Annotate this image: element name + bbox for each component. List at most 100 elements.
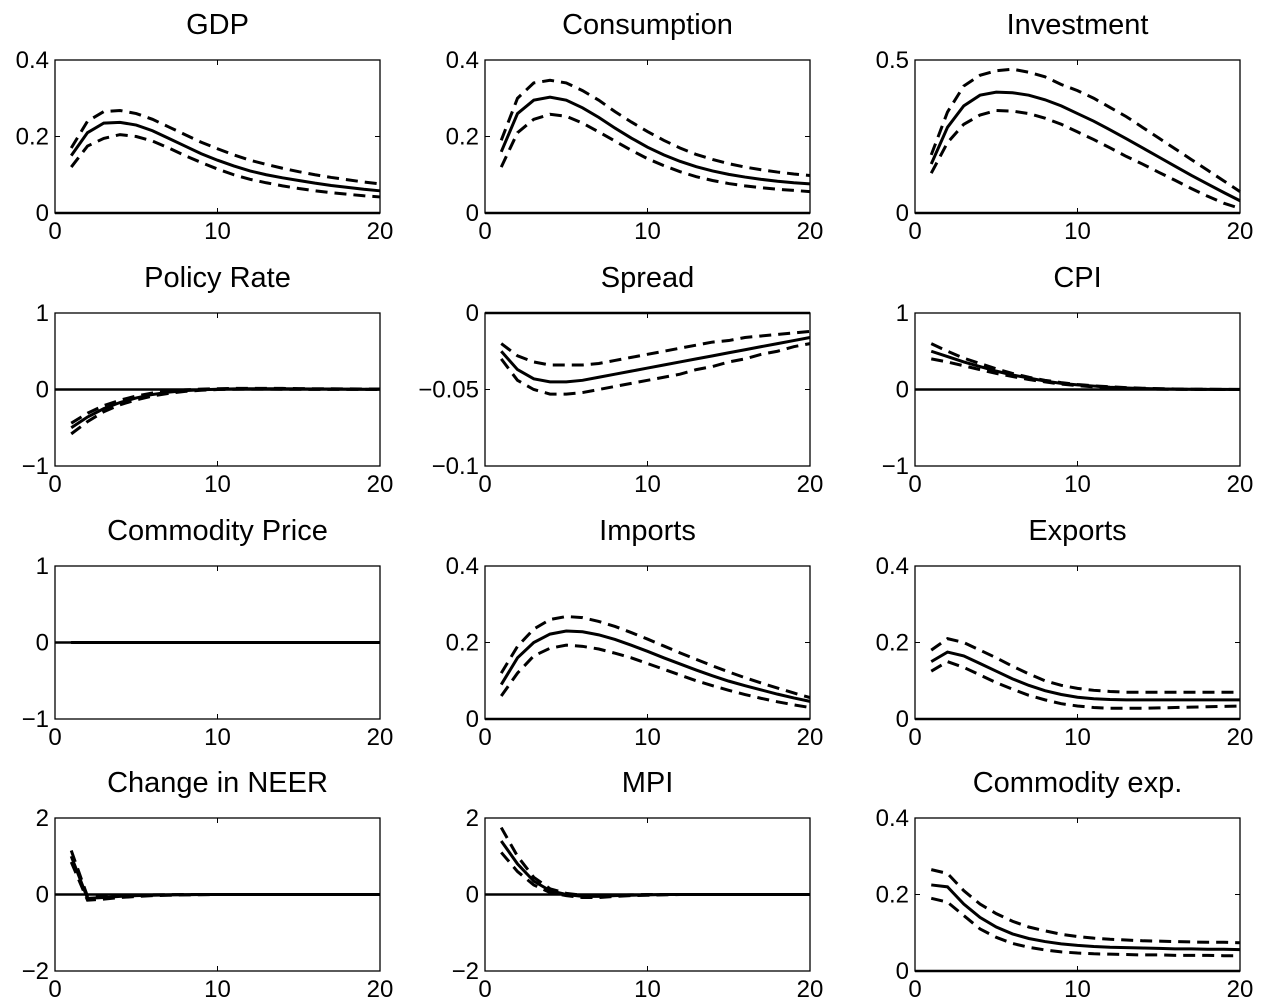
y-tick-label: 0.2 bbox=[446, 630, 479, 657]
y-tick-label: 0 bbox=[466, 706, 479, 733]
x-tick-label: 10 bbox=[1064, 218, 1091, 245]
panel-title: Commodity exp. bbox=[973, 767, 1183, 799]
series-line bbox=[929, 67, 1241, 193]
y-tick-label: 0.4 bbox=[876, 805, 909, 832]
series-line bbox=[500, 329, 811, 367]
panel-title: Spread bbox=[601, 262, 695, 294]
x-tick-label: 10 bbox=[634, 218, 661, 245]
panel-title: Exports bbox=[1028, 515, 1126, 547]
x-tick-label: 0 bbox=[478, 471, 491, 498]
y-tick-label: 0 bbox=[36, 630, 49, 657]
x-tick-label: 20 bbox=[1227, 471, 1254, 498]
x-tick-label: 10 bbox=[1064, 471, 1091, 498]
panel: Imports 0 10 20 0 0.2 0.4 bbox=[446, 515, 824, 751]
y-tick-label: 0 bbox=[896, 377, 909, 404]
x-tick-label: 0 bbox=[48, 976, 61, 1003]
y-tick-label: −1 bbox=[22, 706, 49, 733]
series-line bbox=[500, 342, 811, 396]
x-tick-label: 10 bbox=[634, 976, 661, 1003]
x-tick-label: 10 bbox=[634, 724, 661, 751]
series-line bbox=[69, 861, 380, 902]
y-tick-label: 2 bbox=[36, 805, 49, 832]
x-tick-label: 10 bbox=[204, 471, 231, 498]
x-tick-label: 20 bbox=[367, 218, 394, 245]
series-line bbox=[70, 133, 381, 199]
y-tick-label: −0.1 bbox=[432, 453, 479, 480]
series-line bbox=[500, 643, 811, 710]
panel-title: CPI bbox=[1053, 262, 1101, 294]
y-tick-label: 0.2 bbox=[446, 124, 479, 151]
x-tick-label: 10 bbox=[204, 218, 231, 245]
panel-title: MPI bbox=[622, 767, 674, 799]
x-tick-label: 0 bbox=[478, 976, 491, 1003]
x-tick-label: 20 bbox=[797, 218, 824, 245]
series-line bbox=[930, 637, 1240, 694]
panel-title: Policy Rate bbox=[144, 262, 291, 294]
y-tick-label: −2 bbox=[452, 958, 479, 985]
plot-frame bbox=[484, 565, 811, 720]
panel-title: Investment bbox=[1007, 9, 1149, 41]
x-tick-label: 0 bbox=[48, 218, 61, 245]
x-tick-label: 20 bbox=[797, 471, 824, 498]
panel: GDP 0 10 20 0 0.2 0.4 bbox=[16, 9, 394, 245]
series-line bbox=[499, 112, 811, 194]
series-line bbox=[930, 896, 1240, 958]
y-tick-label: −1 bbox=[882, 453, 909, 480]
series-line bbox=[499, 629, 811, 703]
y-tick-label: −1 bbox=[22, 453, 49, 480]
panel-title: Imports bbox=[599, 515, 696, 547]
series-line bbox=[500, 336, 811, 384]
x-tick-label: 0 bbox=[478, 724, 491, 751]
series-line bbox=[929, 108, 1241, 210]
x-tick-label: 20 bbox=[367, 724, 394, 751]
x-tick-label: 0 bbox=[908, 724, 921, 751]
series-line bbox=[930, 659, 1241, 710]
plot-frame bbox=[484, 312, 811, 467]
series-line bbox=[930, 868, 1241, 945]
x-tick-label: 20 bbox=[797, 724, 824, 751]
series-line bbox=[500, 851, 810, 900]
series-line bbox=[69, 108, 381, 186]
plot-frame bbox=[54, 59, 381, 214]
panel: Commodity exp. 0 10 20 0 0.2 0.4 bbox=[876, 767, 1254, 1003]
y-tick-label: 1 bbox=[36, 553, 49, 580]
y-tick-label: 0 bbox=[36, 200, 49, 227]
panel-title: Commodity Price bbox=[107, 515, 328, 547]
y-tick-label: 0 bbox=[896, 706, 909, 733]
y-tick-label: 0.4 bbox=[876, 553, 909, 580]
x-tick-label: 20 bbox=[1227, 724, 1254, 751]
y-tick-label: 0.5 bbox=[876, 47, 909, 74]
x-tick-label: 20 bbox=[1227, 218, 1254, 245]
panel: Spread 0 10 20 −0.1 −0.05 0 bbox=[418, 262, 823, 498]
panel-title: Consumption bbox=[562, 9, 733, 41]
y-tick-label: 0 bbox=[466, 200, 479, 227]
y-tick-label: 0.4 bbox=[446, 47, 479, 74]
x-tick-label: 20 bbox=[367, 471, 394, 498]
x-tick-label: 10 bbox=[204, 724, 231, 751]
y-tick-label: 0 bbox=[36, 882, 49, 909]
panel: Exports 0 10 20 0 0.2 0.4 bbox=[876, 515, 1254, 751]
series-line bbox=[70, 387, 381, 436]
panel-title: Change in NEER bbox=[107, 767, 328, 799]
y-tick-label: 0 bbox=[466, 300, 479, 327]
x-tick-label: 20 bbox=[797, 976, 824, 1003]
y-tick-label: −2 bbox=[22, 958, 49, 985]
y-tick-label: 0 bbox=[896, 958, 909, 985]
series-line bbox=[931, 883, 1241, 952]
series-line bbox=[499, 95, 811, 186]
y-tick-label: 1 bbox=[896, 300, 909, 327]
x-tick-label: 10 bbox=[634, 471, 661, 498]
y-tick-label: 0 bbox=[466, 882, 479, 909]
x-tick-label: 0 bbox=[908, 976, 921, 1003]
panel: Consumption 0 10 20 0 0.2 0.4 bbox=[446, 9, 824, 245]
panel-title: GDP bbox=[186, 9, 249, 41]
y-tick-label: 2 bbox=[466, 805, 479, 832]
series-line bbox=[930, 357, 1240, 391]
x-tick-label: 20 bbox=[1227, 976, 1254, 1003]
series-line bbox=[499, 614, 811, 700]
x-tick-label: 0 bbox=[908, 471, 921, 498]
